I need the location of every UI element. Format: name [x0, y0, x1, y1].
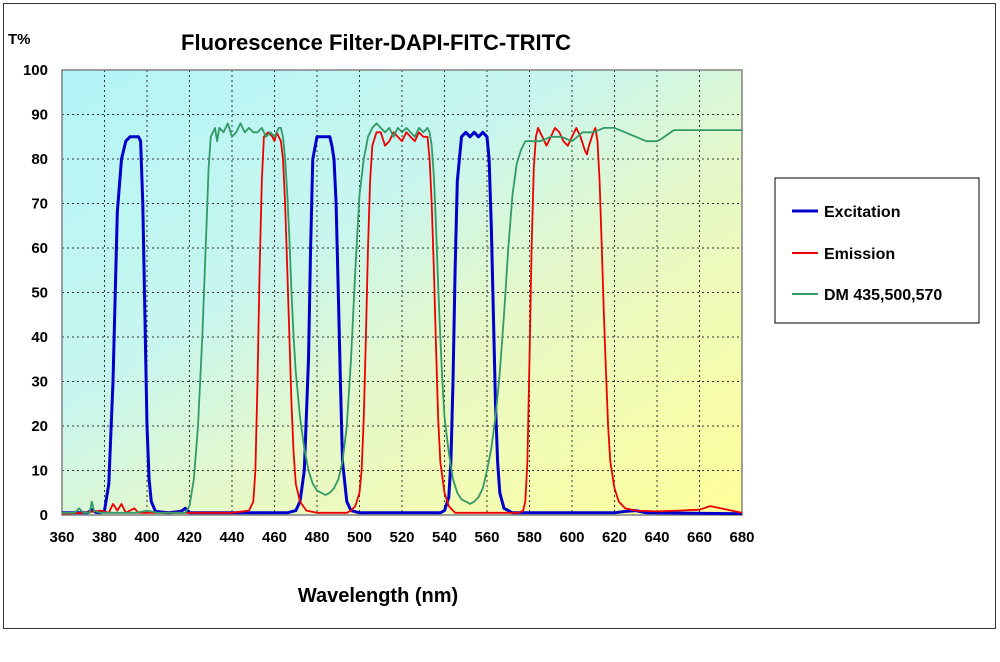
series-line-excitation [62, 130, 742, 515]
x-tick-label: 380 [92, 529, 117, 546]
y-tick-label: 60 [31, 240, 48, 257]
x-tick-label: 480 [304, 529, 329, 546]
legend-label-dm: DM 435,500,570 [824, 287, 942, 304]
grid [62, 70, 742, 515]
x-tick-label: 460 [262, 529, 287, 546]
legend-label-excitation: Excitation [824, 204, 900, 221]
x-tick-label: 440 [219, 529, 244, 546]
series-line-emission [62, 127, 742, 515]
plot-border [61, 69, 743, 516]
y-tick-label: 20 [31, 418, 48, 435]
x-tick-label: 620 [602, 529, 627, 546]
x-tick-label: 580 [517, 529, 542, 546]
x-tick-label: 420 [177, 529, 202, 546]
legend-box [774, 177, 980, 324]
legend-label-emission: Emission [824, 246, 895, 263]
y-tick-label: 40 [31, 329, 48, 346]
y-tick-label: 30 [31, 374, 48, 391]
y-tick-label: 70 [31, 196, 48, 213]
x-axis-title: Wavelength (nm) [298, 585, 458, 607]
y-tick-label: 10 [31, 463, 48, 480]
x-tick-label: 600 [559, 529, 584, 546]
x-tick-labels: 360 380 400 420 440 460 480 500 520 540 560 580 600 6… [49, 529, 754, 546]
x-tick-label: 520 [389, 529, 414, 546]
y-tick-labels: 0 10 20 30 40 50 60 70 80 90 100 [23, 62, 48, 524]
y-tick-label: 50 [31, 285, 48, 302]
x-tick-label: 400 [134, 529, 159, 546]
y-tick-label: 80 [31, 151, 48, 168]
y-tick-label: 90 [31, 107, 48, 124]
legend: Excitation Emission DM 435,500,570 [774, 177, 980, 324]
y-axis-label: T% [8, 31, 31, 48]
series-line-dm-435-500-570 [62, 122, 742, 514]
x-tick-label: 680 [729, 529, 754, 546]
x-tick-label: 360 [49, 529, 74, 546]
series-layer [62, 122, 742, 515]
x-tick-label: 560 [474, 529, 499, 546]
x-tick-label: 640 [644, 529, 669, 546]
x-tick-label: 540 [432, 529, 457, 546]
chart-title: Fluorescence Filter-DAPI-FITC-TRITC [181, 30, 571, 55]
x-tick-label: 500 [347, 529, 372, 546]
x-tick-label: 660 [687, 529, 712, 546]
y-tick-label: 100 [23, 62, 48, 79]
y-tick-label: 0 [40, 507, 48, 524]
